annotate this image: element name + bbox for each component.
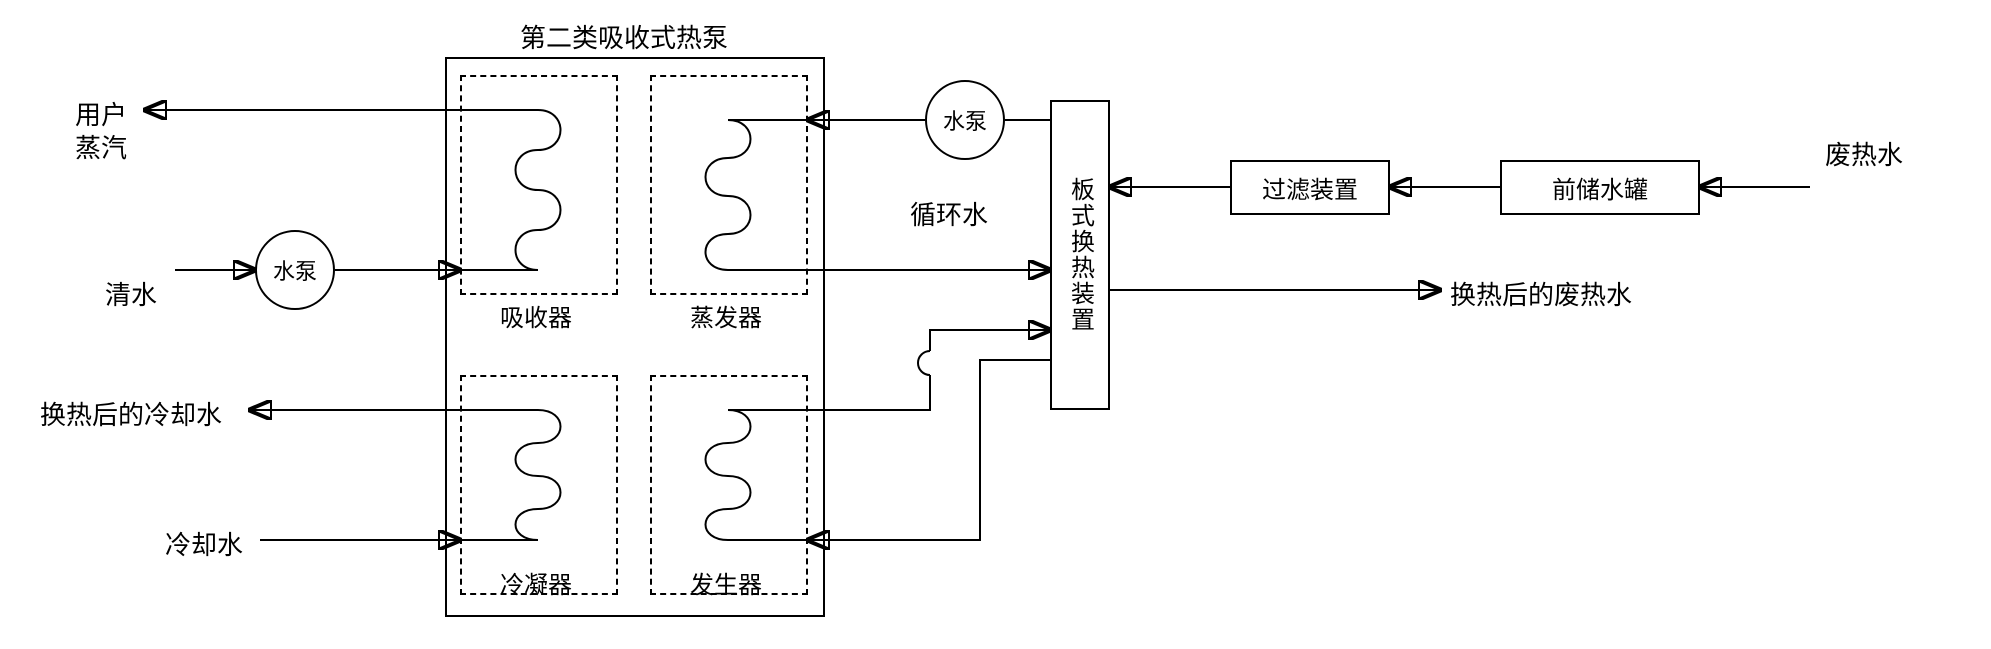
waste-out-label: 换热后的废热水	[1450, 275, 1632, 312]
pump-left: 水泵	[255, 230, 335, 310]
clean-water-label: 清水	[105, 275, 157, 312]
filter-box: 过滤装置	[1230, 160, 1390, 215]
pump-right: 水泵	[925, 80, 1005, 160]
diagram-canvas: 第二类吸收式热泵 板式换热装置 过滤装置 前储水罐 水泵 水泵 用户 蒸汽 清水…	[0, 0, 1991, 649]
generator-box	[650, 375, 808, 595]
tank-box: 前储水罐	[1500, 160, 1700, 215]
plate-hx-label: 板式换热装置	[1063, 177, 1098, 333]
absorber-box	[460, 75, 618, 295]
pump-left-label: 水泵	[273, 254, 317, 286]
absorber-label: 吸收器	[500, 298, 572, 333]
tank-label: 前储水罐	[1552, 170, 1648, 205]
waste-in-label: 废热水	[1825, 135, 1903, 172]
cool-water-in-label: 冷却水	[165, 525, 243, 562]
condenser-label: 冷凝器	[500, 565, 572, 600]
evaporator-box	[650, 75, 808, 295]
generator-label: 发生器	[690, 565, 762, 600]
evaporator-label: 蒸发器	[690, 298, 762, 333]
circ-water-label: 循环水	[910, 195, 988, 232]
user-steam-1: 用户	[75, 95, 127, 132]
plate-hx-box: 板式换热装置	[1050, 100, 1110, 410]
pump-right-label: 水泵	[943, 104, 987, 136]
filter-label: 过滤装置	[1262, 170, 1358, 205]
condenser-box	[460, 375, 618, 595]
title: 第二类吸收式热泵	[520, 18, 728, 55]
user-steam-2: 蒸汽	[75, 128, 127, 165]
cool-water-out-label: 换热后的冷却水	[40, 395, 222, 432]
